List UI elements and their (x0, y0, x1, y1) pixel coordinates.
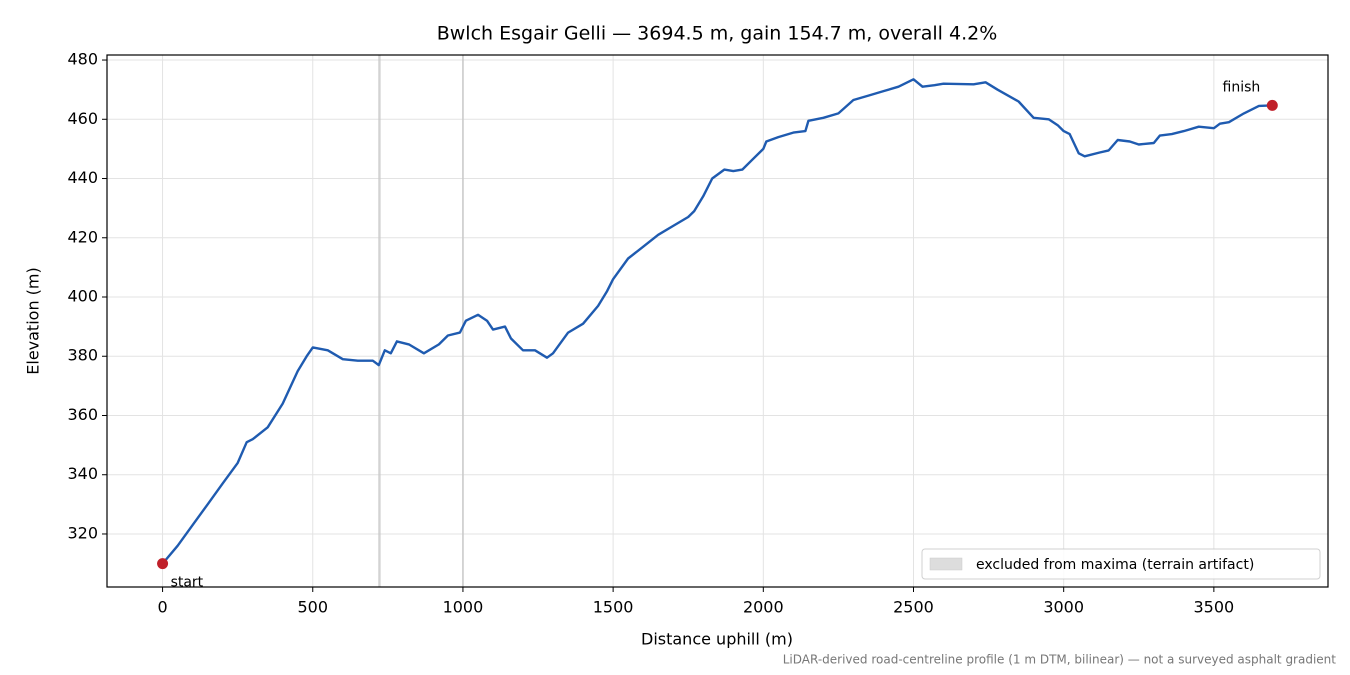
y-tick-label: 340 (67, 464, 98, 483)
y-tick-label: 480 (67, 50, 98, 69)
endpoint-label: start (171, 575, 204, 591)
y-tick-label: 440 (67, 168, 98, 187)
y-tick-label: 380 (67, 346, 98, 365)
x-tick-label: 1000 (443, 598, 484, 617)
x-tick-label: 2000 (743, 598, 784, 617)
legend-label: excluded from maxima (terrain artifact) (976, 557, 1254, 573)
y-tick-label: 400 (67, 287, 98, 306)
y-axis-label: Elevation (m) (24, 267, 43, 374)
x-tick-label: 3000 (1043, 598, 1084, 617)
plot-frame (106, 54, 1329, 588)
legend-box (921, 548, 1321, 580)
legend-swatch (929, 557, 963, 571)
footnote: LiDAR-derived road-centreline profile (1… (783, 653, 1337, 667)
x-tick-label: 3500 (1194, 598, 1235, 617)
excluded-span (378, 55, 381, 587)
chart-title: Bwlch Esgair Gelli — 3694.5 m, gain 154.… (437, 23, 998, 45)
x-axis-label: Distance uphill (m) (641, 630, 793, 649)
excluded-span (462, 55, 464, 587)
y-tick-label: 360 (67, 405, 98, 424)
x-tick-label: 2500 (893, 598, 934, 617)
x-tick-label: 0 (157, 598, 167, 617)
endpoint-marker (1266, 99, 1278, 111)
endpoint-label: finish (1223, 79, 1261, 95)
y-tick-label: 420 (67, 227, 98, 246)
y-tick-label: 320 (67, 523, 98, 542)
x-tick-label: 500 (297, 598, 328, 617)
endpoint-marker (157, 558, 169, 570)
x-tick-label: 1500 (593, 598, 634, 617)
y-tick-label: 460 (67, 109, 98, 128)
elevation-line (161, 78, 1273, 565)
